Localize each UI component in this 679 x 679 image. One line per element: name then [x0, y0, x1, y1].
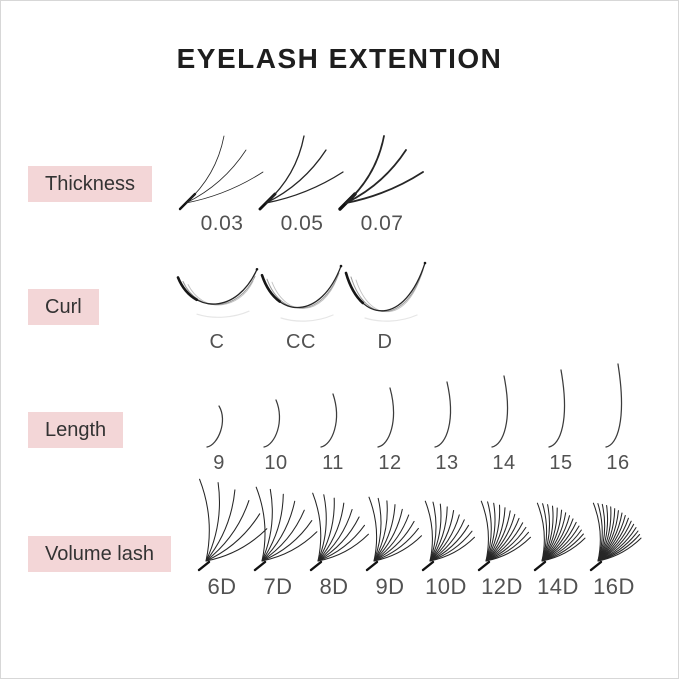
page-title: EYELASH EXTENTION	[176, 43, 503, 74]
volume-illustration	[477, 475, 532, 572]
length-item: 10	[256, 357, 296, 475]
volume-value-label: 16D	[593, 574, 635, 599]
volume-fan-icon	[421, 500, 476, 572]
curl-lash-icon	[176, 268, 259, 318]
curl-value-label: C	[209, 331, 225, 353]
length-illustration	[375, 357, 405, 449]
volume-illustration	[365, 475, 423, 572]
volume-lash-items: 6D 7D 8D 9D 10D 12D 14D 16D	[197, 475, 642, 600]
length-illustration	[432, 357, 462, 449]
length-item: 12	[370, 357, 410, 475]
length-illustration	[261, 357, 291, 449]
volume-value-label: 12D	[481, 574, 523, 599]
volume-fan-icon	[365, 496, 423, 572]
length-value-label: 14	[492, 452, 516, 474]
volume-fan-icon	[477, 500, 532, 572]
volume-item: 12D	[477, 475, 532, 600]
length-lash-icon	[548, 369, 566, 448]
volume-value-label: 8D	[319, 574, 349, 599]
length-item: 9	[199, 357, 239, 475]
volume-item: 7D	[253, 475, 318, 600]
volume-illustration	[197, 475, 268, 572]
curl-value-label: CC	[286, 331, 316, 353]
thickness-value-label: 0.05	[280, 212, 324, 235]
curl-item: CC	[260, 261, 343, 354]
length-value-label: 9	[213, 452, 225, 474]
length-value-label: 16	[606, 452, 630, 474]
length-item: 16	[598, 357, 638, 475]
volume-illustration	[589, 475, 642, 572]
thickness-illustration	[258, 133, 344, 211]
volume-fan-icon	[589, 502, 642, 572]
length-items: 9 10 11 12 13 14 15 16	[199, 357, 638, 475]
curl-lash-icon	[260, 264, 343, 322]
length-item: 14	[484, 357, 524, 475]
length-value-label: 13	[435, 452, 459, 474]
length-lash-icon	[320, 393, 338, 448]
volume-fan-icon	[309, 492, 369, 572]
length-illustration	[489, 357, 519, 449]
length-lash-icon	[206, 405, 224, 448]
volume-lash-label-pill: Volume lash	[28, 536, 171, 572]
curl-illustration	[341, 261, 429, 323]
volume-illustration	[309, 475, 369, 572]
curl-value-label: D	[377, 331, 393, 353]
volume-value-label: 7D	[263, 574, 293, 599]
volume-value-label: 6D	[207, 574, 237, 599]
volume-fan-icon	[253, 486, 318, 572]
thickness-lash-icon	[178, 135, 264, 211]
length-illustration	[546, 357, 576, 449]
thickness-item: 0.03	[178, 133, 264, 236]
thickness-value-label: 0.07	[360, 212, 404, 235]
volume-item: 9D	[365, 475, 423, 600]
length-lash-icon	[605, 363, 623, 448]
curl-item: D	[344, 261, 427, 354]
volume-item: 16D	[589, 475, 642, 600]
curl-illustration	[257, 261, 345, 323]
length-value-label: 11	[322, 452, 344, 474]
length-illustration	[603, 357, 633, 449]
thickness-lash-icon	[338, 135, 424, 211]
length-item: 15	[541, 357, 581, 475]
volume-illustration	[533, 475, 586, 572]
length-illustration	[204, 357, 234, 449]
thickness-item: 0.05	[258, 133, 344, 236]
volume-value-label: 10D	[425, 574, 467, 599]
thickness-lash-icon	[258, 135, 344, 211]
length-lash-icon	[263, 399, 281, 448]
length-label-pill: Length	[28, 412, 124, 448]
volume-item: 14D	[533, 475, 586, 600]
curl-items: C CC D	[176, 261, 427, 354]
length-lash-icon	[434, 381, 452, 448]
length-value-label: 15	[549, 452, 573, 474]
length-value-label: 12	[378, 452, 402, 474]
thickness-items: 0.03 0.05 0.07	[178, 133, 424, 236]
thickness-illustration	[178, 133, 264, 211]
thickness-label-pill: Thickness	[28, 166, 153, 202]
curl-illustration	[173, 261, 261, 323]
volume-value-label: 9D	[375, 574, 405, 599]
thickness-item: 0.07	[338, 133, 424, 236]
volume-illustration	[421, 475, 476, 572]
thickness-value-label: 0.03	[200, 212, 244, 235]
length-lash-icon	[491, 375, 509, 448]
curl-item: C	[176, 261, 259, 354]
length-lash-icon	[377, 387, 395, 448]
volume-fan-icon	[197, 478, 268, 572]
volume-fan-icon	[533, 502, 586, 572]
volume-item: 8D	[309, 475, 369, 600]
curl-lash-icon	[344, 261, 427, 322]
length-illustration	[318, 357, 348, 449]
volume-value-label: 14D	[537, 574, 579, 599]
volume-item: 10D	[421, 475, 476, 600]
volume-illustration	[253, 475, 318, 572]
length-item: 11	[313, 357, 353, 475]
volume-item: 6D	[197, 475, 268, 600]
length-value-label: 10	[264, 452, 288, 474]
curl-label-pill: Curl	[28, 289, 99, 325]
thickness-illustration	[338, 133, 424, 211]
length-item: 13	[427, 357, 467, 475]
